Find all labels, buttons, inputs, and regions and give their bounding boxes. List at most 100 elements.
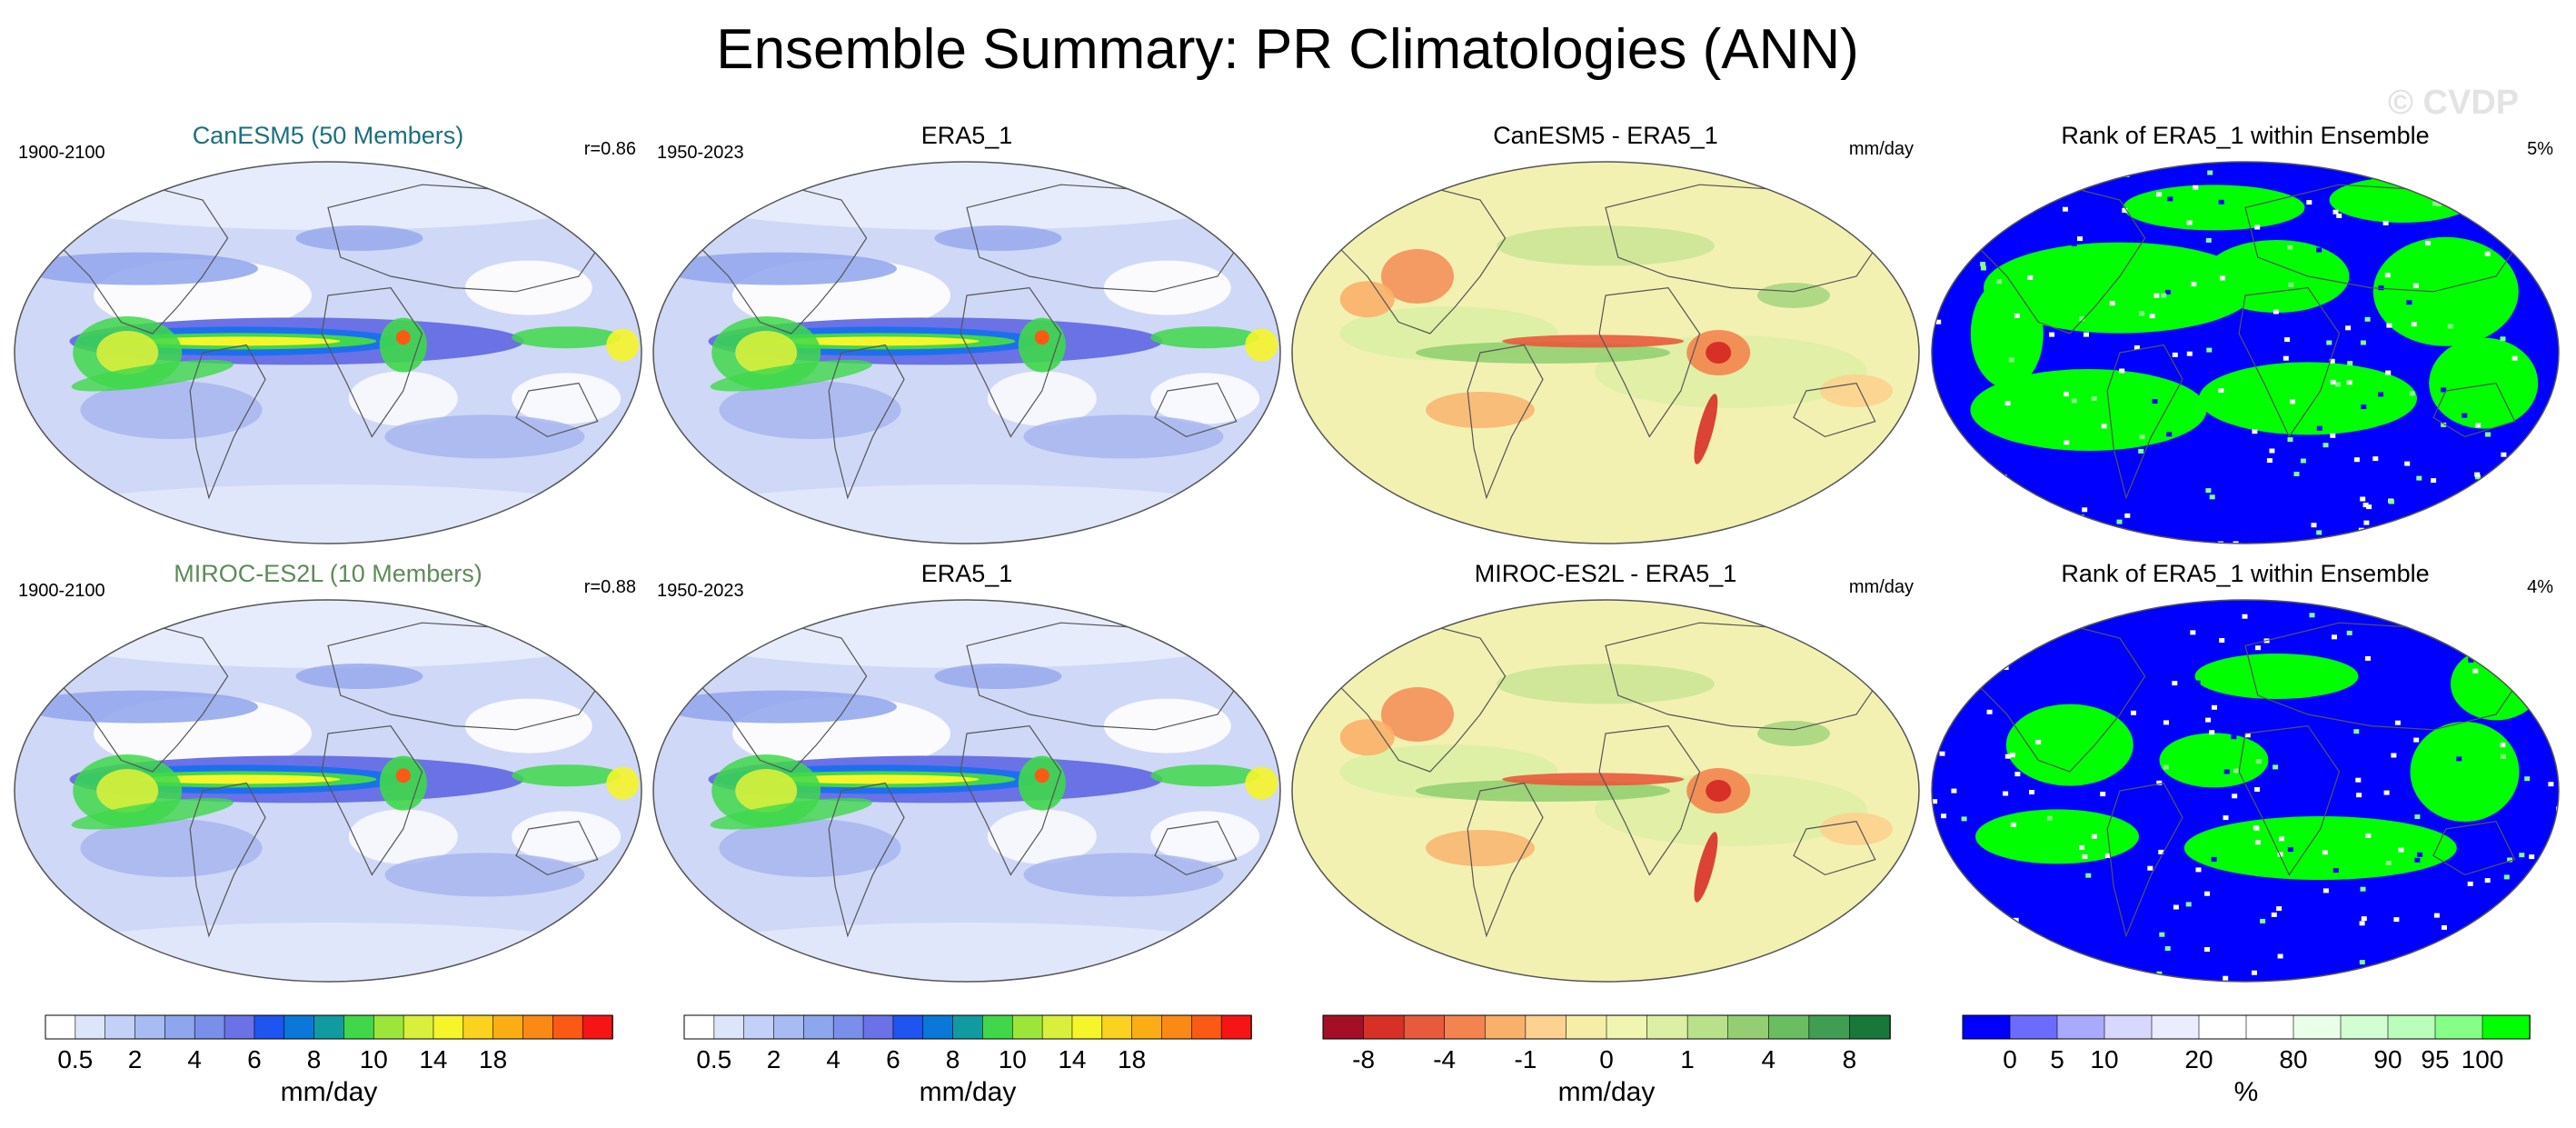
panel-period-label: 1900-2100 [18, 581, 105, 601]
colorbar-swatch [164, 1014, 196, 1040]
colorbar-clim: 0.5 2 4 6 8 10 14 18 mm/day [45, 1014, 613, 1107]
panel-stat-label: 4% [2527, 577, 2553, 597]
coastline-australia [1154, 382, 1238, 438]
colorbar-swatch [1606, 1014, 1648, 1040]
coastline-northAmerica [1962, 618, 2146, 773]
map-panel-clim: ERA5_1 1950-2023 [652, 560, 1281, 983]
colorbar-tick-label: 10 [360, 1045, 388, 1073]
coastline-northAmerica [45, 180, 229, 334]
panel-period-label: 1950-2023 [657, 143, 744, 163]
panel-title: CanESM5 - ERA5_1 [1493, 122, 1718, 149]
coastline-eurasia [327, 622, 612, 731]
colorbar-tick-label: 95 [2421, 1045, 2449, 1073]
coastline-southAmerica [2106, 344, 2183, 500]
map-field [653, 600, 1280, 982]
map-panel-clim: CanESM5 (50 Members) 1900-2100 r=0.86 [14, 122, 642, 544]
colorbar-swatch [433, 1014, 464, 1040]
coastline-southAmerica [189, 344, 266, 500]
colorbar-swatch [1849, 1014, 1891, 1040]
colorbar-swatch [892, 1014, 924, 1040]
map-panel-rank: Rank of ERA5_1 within Ensemble 5% [1931, 122, 2560, 544]
panel-stat-label: mm/day [1849, 577, 1914, 597]
colorbar-tick-label: 5 [2050, 1045, 2064, 1073]
colorbar-swatch [104, 1014, 136, 1040]
colorbar-swatch [552, 1014, 583, 1040]
colorbar-swatch [803, 1014, 835, 1040]
coastline-australia [2432, 820, 2516, 876]
coastline-eurasia [1605, 184, 1889, 293]
colorbar-unit: mm/day [1558, 1077, 1656, 1107]
panel-title: ERA5_1 [921, 122, 1013, 149]
panel-title: MIROC-ES2L - ERA5_1 [1475, 560, 1737, 587]
colorbar-swatch [522, 1014, 554, 1040]
map-panel-clim: ERA5_1 1950-2023 [652, 122, 1281, 544]
colorbar-tick-label: 80 [2279, 1045, 2307, 1073]
panel-stat-label: 5% [2527, 139, 2553, 159]
colorbar-tick-label: 18 [479, 1045, 507, 1073]
coastline-northAmerica [683, 180, 868, 334]
colorbar-tick-label: 4 [187, 1045, 202, 1073]
coastline-africa [1598, 286, 1701, 438]
map-field [15, 600, 642, 982]
colorbar-swatch [1161, 1014, 1193, 1040]
coastline-africa [321, 286, 423, 438]
colorbar-tick-label: 20 [2184, 1045, 2213, 1073]
coastline-eurasia [2244, 622, 2529, 731]
colorbar-tick-label: 6 [886, 1045, 900, 1073]
coastline-africa [960, 724, 1062, 876]
panel-period-label: 1950-2023 [657, 581, 744, 601]
colorbar-swatch [2056, 1014, 2105, 1040]
colorbar-rank: 0 5 10 20 80 90 95 100% [1962, 1014, 2531, 1107]
colorbar-tick-label: 0.5 [57, 1045, 93, 1073]
colorbar-tick-label: 4 [1762, 1045, 1776, 1073]
map-field [1932, 162, 2559, 544]
coastline-eurasia [1605, 622, 1889, 731]
colorbar-tick-label: 4 [826, 1045, 840, 1073]
panel-title: Rank of ERA5_1 within Ensemble [2061, 560, 2429, 587]
panel-stat-label: mm/day [1849, 139, 1914, 159]
colorbar-tick-label: 8 [1843, 1045, 1857, 1073]
colorbar-unit: mm/day [920, 1077, 1017, 1107]
colorbar-swatch [1808, 1014, 1851, 1040]
panel-stat-label: r=0.86 [584, 139, 636, 159]
panel-title: CanESM5 (50 Members) [193, 122, 464, 149]
map-field [653, 162, 1280, 544]
colorbar-tick-label: 90 [2373, 1045, 2402, 1073]
colorbar-swatch [683, 1014, 715, 1040]
coastline-africa [960, 286, 1062, 438]
colorbar-tick-label: 10 [999, 1045, 1027, 1073]
coastline-southAmerica [828, 782, 905, 938]
colorbar-swatch [1220, 1014, 1252, 1040]
colorbar-swatch [1566, 1014, 1607, 1040]
colorbar-swatch [2293, 1014, 2342, 1040]
coastline-eurasia [327, 184, 612, 293]
colorbar-diff: -8 -4 -1 0 1 4 8 mm/day [1322, 1014, 1891, 1107]
coastline-northAmerica [1322, 618, 1507, 773]
colorbar-swatch [492, 1014, 524, 1040]
panel-title: Rank of ERA5_1 within Ensemble [2061, 122, 2429, 149]
colorbar-swatch [1403, 1014, 1446, 1040]
colorbar-swatch [1191, 1014, 1222, 1040]
colorbar-tick-label: 2 [128, 1045, 143, 1073]
colorbar-tick-label: 2 [767, 1045, 781, 1073]
colorbar-swatch [2009, 1014, 2058, 1040]
colorbar-swatch [224, 1014, 255, 1040]
map-panel-clim: MIROC-ES2L (10 Members) 1900-2100 r=0.88 [14, 560, 642, 983]
colorbar-swatch [194, 1014, 225, 1040]
colorbar-swatch [343, 1014, 375, 1040]
colorbar-swatch [922, 1014, 954, 1040]
coastline-africa [1598, 724, 1701, 876]
colorbar-swatch [1101, 1014, 1133, 1040]
colorbar-swatch [1767, 1014, 1810, 1040]
coastline-australia [515, 382, 599, 438]
colorbar-clim: 0.5 2 4 6 8 10 14 18 mm/day [683, 1014, 1252, 1107]
colorbar-tick-label: 100 [2462, 1045, 2504, 1073]
colorbar-swatch [862, 1014, 894, 1040]
map-field [1932, 600, 2559, 982]
colorbar-tick-label: 0.5 [696, 1045, 731, 1073]
colorbar-swatch [713, 1014, 745, 1040]
coastline-australia [1793, 820, 1876, 876]
colorbar-swatch [75, 1014, 106, 1040]
colorbar-swatch [462, 1014, 494, 1040]
